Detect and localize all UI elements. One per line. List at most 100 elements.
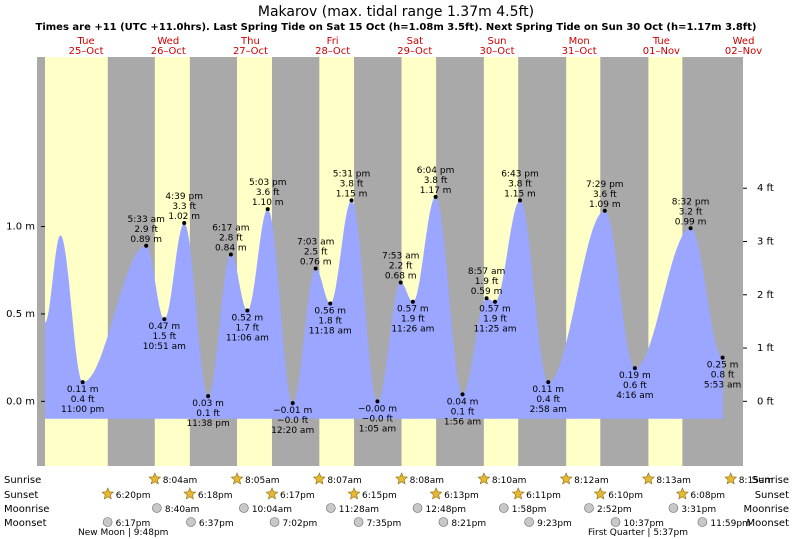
y-tick-label-ft: 0 ft: [757, 396, 774, 407]
low-tide-label: 0.19 m: [619, 371, 651, 381]
low-tide-label: 1.7 ft: [236, 323, 260, 333]
high-tide-label: 7:53 am: [382, 251, 419, 261]
sunset-icon: [511, 487, 525, 500]
low-tide-label: 0.57 m: [397, 305, 429, 315]
moonset-time: 10:37pm: [624, 519, 664, 529]
moonrise-icon: [412, 503, 423, 513]
moonrise-time: 3:31pm: [681, 505, 716, 515]
moonset-icon: [269, 517, 280, 527]
high-tide-label: 1.10 m: [252, 198, 284, 208]
moonrise-time: 8:40am: [165, 505, 200, 515]
low-tide-label: 1:56 am: [444, 417, 481, 427]
day-date: 28–Oct: [315, 46, 350, 57]
sunrise-icon: [477, 472, 491, 485]
high-tide-label: 8:57 am: [468, 267, 505, 277]
high-tide-label: 6:17 am: [212, 224, 249, 234]
low-tide-label: 0.11 m: [532, 385, 564, 395]
high-tide-label: 3.6 ft: [256, 188, 280, 198]
low-tide-label: 0.56 m: [314, 306, 346, 316]
sunset-time: 6:11pm: [526, 491, 561, 501]
high-tide-point: [398, 280, 403, 285]
low-tide-point: [546, 380, 551, 385]
sunrise-time: 8:15am: [739, 476, 774, 486]
high-tide-point: [688, 226, 693, 231]
high-tide-point: [602, 208, 607, 213]
low-tide-point: [410, 299, 415, 304]
moonset-time: 9:23pm: [537, 519, 572, 529]
left-night-band: [37, 57, 45, 466]
moonrise-icon: [668, 503, 679, 513]
high-tide-label: 1.17 m: [420, 186, 452, 196]
day-weekday: Tue: [77, 36, 95, 47]
sunset-time: 6:18pm: [198, 491, 233, 501]
day-weekday: Sat: [407, 36, 423, 47]
low-tide-point: [162, 317, 167, 322]
day-weekday: Wed: [157, 36, 179, 47]
low-tide-label: 10:51 am: [143, 342, 186, 352]
sunset-icon: [101, 487, 115, 500]
high-tide-label: 0.84 m: [215, 244, 247, 254]
high-tide-label: 3.6 ft: [593, 190, 617, 200]
moonrise-time: 11:28am: [339, 505, 379, 515]
day-date: 01–Nov: [643, 46, 680, 57]
moonset-time: 7:02pm: [283, 519, 318, 529]
day-weekday: Mon: [569, 36, 590, 47]
low-tide-label: 11:00 pm: [61, 405, 104, 415]
y-tick-label-m: 1.0 m: [6, 222, 35, 233]
row-label-right: Sunset: [755, 490, 789, 501]
low-tide-label: 0.8 ft: [711, 371, 735, 381]
low-tide-label: 0.1 ft: [196, 409, 220, 419]
low-tide-label: 0.52 m: [232, 313, 264, 323]
low-tide-label: 11:38 pm: [186, 419, 229, 429]
moonrise-icon: [498, 503, 509, 513]
moonset-icon: [610, 517, 621, 527]
row-label-left: Sunrise: [4, 475, 41, 486]
low-tide-point: [245, 308, 250, 313]
moonset-icon: [438, 517, 449, 527]
low-tide-point: [375, 399, 380, 404]
sunrise-time: 8:07am: [327, 476, 362, 486]
moonrise-icon: [239, 503, 249, 513]
sunrise-icon: [395, 472, 409, 485]
low-tide-label: −0.0 ft: [362, 414, 394, 424]
high-tide-label: 0.76 m: [300, 257, 332, 267]
low-tide-point: [80, 380, 85, 385]
low-tide-label: 0.04 m: [447, 397, 479, 407]
chart-title: Makarov (max. tidal range 1.37m 4.5ft): [258, 4, 534, 20]
sunrise-time: 8:10am: [492, 476, 527, 486]
moonset-time: 8:21pm: [451, 519, 486, 529]
high-tide-label: 3.3 ft: [172, 202, 196, 212]
moonset-icon: [102, 517, 113, 527]
high-tide-label: 5:03 pm: [249, 178, 287, 188]
low-tide-label: 0.6 ft: [623, 381, 647, 391]
high-tide-label: 1.15 m: [336, 189, 368, 199]
moonset-time: 6:17pm: [116, 519, 151, 529]
sunrise-time: 8:12am: [574, 476, 609, 486]
day-date: 30–Oct: [479, 46, 514, 57]
low-tide-label: 4:16 am: [616, 391, 653, 401]
y-tick-label-ft: 1 ft: [757, 343, 774, 354]
low-tide-label: 1.9 ft: [483, 315, 507, 325]
row-label-right: Moonrise: [744, 504, 789, 515]
moonrise-time: 1:58pm: [512, 505, 547, 515]
low-tide-point: [460, 392, 465, 397]
high-tide-point: [484, 296, 489, 301]
low-tide-label: 0.57 m: [479, 305, 511, 315]
sunset-time: 6:08pm: [690, 491, 725, 501]
high-tide-label: 1.09 m: [589, 200, 621, 210]
low-tide-label: 0.03 m: [192, 399, 224, 409]
y-tick-label-ft: 3 ft: [757, 237, 774, 248]
low-tide-label: 1.9 ft: [401, 315, 425, 325]
day-date: 25–Oct: [69, 46, 104, 57]
row-label-left: Moonset: [4, 518, 47, 529]
tide-water: [45, 196, 723, 419]
day-weekday: Thu: [240, 36, 260, 47]
low-tide-label: 1:05 am: [359, 424, 396, 434]
day-date: 27–Oct: [233, 46, 268, 57]
day-weekday: Fri: [327, 36, 339, 47]
high-tide-point: [433, 194, 438, 199]
high-tide-point: [144, 243, 149, 248]
moonset-icon: [697, 517, 708, 527]
moonrise-time: 10:04am: [252, 505, 292, 515]
